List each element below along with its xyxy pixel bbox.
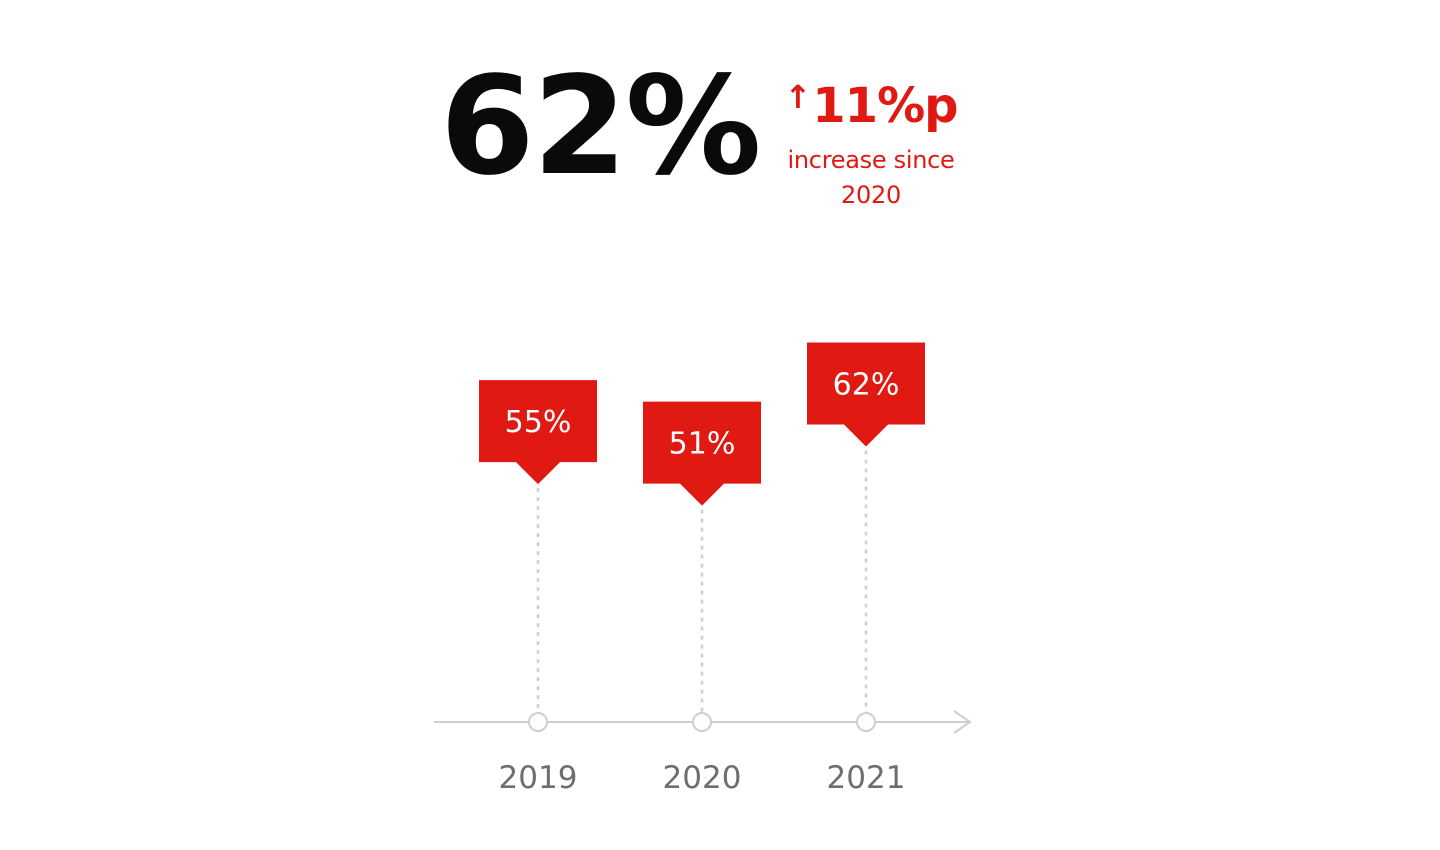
value-marker-2021: [807, 342, 925, 447]
value-marker-2019: [479, 380, 597, 485]
change-value-row: ↑11%p: [776, 66, 966, 137]
data-label-2019: 55%: [505, 405, 572, 440]
data-label-2020: 51%: [669, 427, 736, 462]
change-caption-line1: increase since: [787, 146, 955, 174]
x-axis-arrow-icon: [953, 710, 972, 734]
arrow-up-icon: ↑: [784, 78, 811, 116]
tick-label-2021: 2021: [827, 760, 906, 796]
tick-label-2019: 2019: [499, 760, 578, 796]
change-caption: increase since 2020: [776, 143, 966, 213]
change-caption-line2: 2020: [841, 181, 901, 209]
tick-label-2020: 2020: [663, 760, 742, 796]
axis-node-2020: [692, 712, 712, 732]
headline-percentage: 62%: [440, 48, 762, 206]
axis-node-2021: [856, 712, 876, 732]
change-summary: ↑11%p increase since 2020: [776, 66, 966, 213]
axis-node-2019: [528, 712, 548, 732]
value-marker-2020: [643, 401, 761, 506]
data-label-2021: 62%: [833, 367, 900, 402]
change-value: 11%p: [812, 78, 958, 134]
